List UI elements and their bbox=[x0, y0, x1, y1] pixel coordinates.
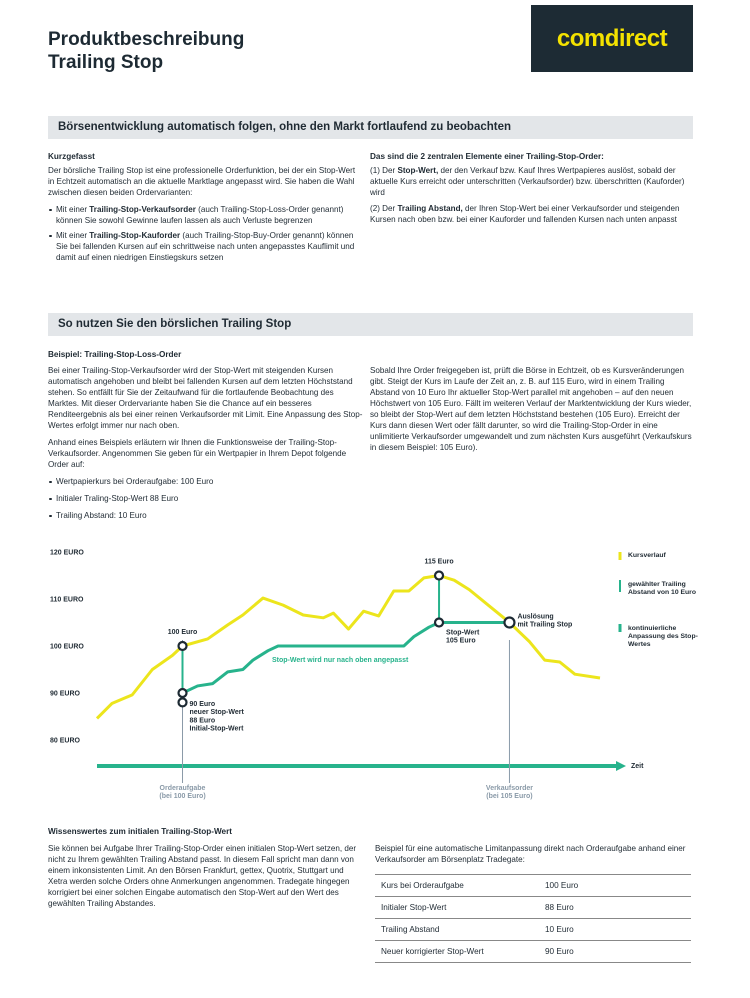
text: Mit einer bbox=[56, 231, 90, 240]
text: der den Verkauf bzw. Kauf Ihres Wertpapi… bbox=[370, 166, 685, 197]
marker bbox=[177, 697, 188, 708]
event-label: (bei 105 Euro) bbox=[486, 793, 532, 800]
text: (auch Trailing-Stop-Loss-Order genannt) … bbox=[56, 205, 344, 225]
y-tick-label: 90 EURO bbox=[50, 691, 81, 698]
annotation: Stop-Wert wird nur nach oben angepasst bbox=[272, 657, 409, 664]
marker bbox=[503, 616, 516, 629]
event-label: Verkaufsorder bbox=[486, 785, 533, 792]
table-cell: Kurs bei Orderaufgabe bbox=[375, 874, 539, 897]
marker-label: 88 Euro bbox=[190, 717, 216, 724]
paragraph: (2) Der Trailing Abstand, der Ihren Stop… bbox=[370, 203, 692, 225]
table-cell: 100 Euro bbox=[539, 874, 691, 897]
text: Wertpapierkurs bei Orderaufgabe: 100 Eur… bbox=[56, 477, 214, 486]
bullet: Initialer Traling-Stop-Wert 88 Euro bbox=[48, 493, 364, 504]
marker-label: neuer Stop-Wert bbox=[190, 709, 245, 716]
paragraph: Sobald Ihre Order freigegeben ist, prüft… bbox=[370, 366, 692, 452]
paragraph: Anhand eines Beispiels erläutern wir Ihn… bbox=[48, 438, 347, 469]
event-label: Orderaufgabe bbox=[160, 785, 206, 792]
text: Trailing-Stop-Kauforder bbox=[89, 231, 181, 240]
marker bbox=[177, 640, 188, 652]
column: Kurzgefasst Der börsliche Trailing Stop … bbox=[48, 151, 363, 263]
marker bbox=[177, 687, 188, 699]
table-cell: 90 Euro bbox=[539, 940, 691, 963]
table-row: Kurs bei Orderaufgabe 100 Euro bbox=[375, 874, 691, 897]
legend-label: kontinuierliche Anpassung des Stop-Werte… bbox=[628, 625, 698, 648]
column: Wissenswertes zum initialen Trailing-Sto… bbox=[48, 826, 364, 909]
title-line: Produktbeschreibung bbox=[48, 29, 245, 50]
text: der Ihren Stop-Wert bei einer Verkaufsor… bbox=[370, 204, 680, 224]
y-tick-label: 100 EURO bbox=[50, 644, 84, 651]
marker-label: 100 Euro bbox=[168, 629, 198, 636]
marker-label: Stop-Wert bbox=[446, 630, 480, 637]
table-cell: 88 Euro bbox=[539, 896, 691, 919]
column: Beispiel für eine automatische Limitanpa… bbox=[375, 843, 693, 963]
subheading: Wissenswertes zum initialen Trailing-Sto… bbox=[48, 827, 233, 836]
marker-label: 90 Euro bbox=[190, 701, 216, 708]
subheading: Das sind die 2 zentralen Elemente einer … bbox=[370, 152, 604, 161]
marker-label: mit Trailing Stop bbox=[517, 622, 572, 629]
marker-label: 115 Euro bbox=[424, 559, 453, 566]
subheading: Kurzgefasst bbox=[48, 152, 95, 161]
section-heading: So nutzen Sie den börslichen Trailing St… bbox=[48, 313, 693, 336]
table-row: Initialer Stop-Wert 88 Euro bbox=[375, 896, 691, 919]
column: Das sind die 2 zentralen Elemente einer … bbox=[370, 151, 692, 225]
text: (1) Der bbox=[370, 166, 398, 175]
column: Beispiel: Trailing-Stop-Loss-Order Bei e… bbox=[48, 349, 364, 521]
marker-label: Initial-Stop-Wert bbox=[190, 725, 245, 732]
text: (2) Der bbox=[370, 204, 398, 213]
marker bbox=[433, 570, 445, 581]
paragraph: Sie können bei Aufgabe Ihrer Trailing-St… bbox=[48, 844, 357, 908]
legend-label: Kursverlauf bbox=[628, 552, 666, 559]
legend-label: gewählter Trailing Abstand von 10 Euro bbox=[628, 581, 696, 596]
table-cell: Trailing Abstand bbox=[375, 918, 539, 941]
table-cell: 10 Euro bbox=[539, 918, 691, 941]
subheading: Beispiel: Trailing-Stop-Loss-Order bbox=[48, 350, 182, 359]
series-line bbox=[181, 621, 510, 695]
paragraph: Bei einer Trailing-Stop-Verkaufsorder wi… bbox=[48, 366, 363, 430]
text: Mit einer bbox=[56, 205, 90, 214]
paragraph: Der börsliche Trailing Stop ist eine pro… bbox=[48, 166, 356, 197]
marker-label: 105 Euro bbox=[446, 638, 476, 645]
text: Trailing-Stop-Verkaufsorder bbox=[89, 205, 196, 214]
text: (auch Trailing-Stop-Buy-Order genannt) k… bbox=[56, 231, 355, 262]
text: Stop-Wert, bbox=[397, 166, 439, 175]
table: Kurs bei Orderaufgabe 100 Euro Initialer S… bbox=[375, 874, 691, 963]
table-row: Neuer korrigierter Stop-Wert 90 Euro bbox=[375, 940, 691, 963]
table-cell: Initialer Stop-Wert bbox=[375, 896, 539, 919]
title: Produktbeschreibung Trailing Stop bbox=[48, 28, 244, 74]
y-tick-label: 120 EURO bbox=[50, 550, 84, 557]
paragraph: (1) Der Stop-Wert, der den Verkauf bzw. … bbox=[370, 165, 692, 198]
event-label: (bei 100 Euro) bbox=[159, 793, 205, 800]
bullet: Mit einer Trailing-Stop-Kauforder (auch … bbox=[48, 230, 363, 263]
y-tick-label: 80 EURO bbox=[50, 738, 81, 745]
text: Trailing Abstand: 10 Euro bbox=[56, 511, 147, 520]
title-line: Trailing Stop bbox=[48, 52, 164, 73]
bullet: Wertpapierkurs bei Orderaufgabe: 100 Eur… bbox=[48, 476, 364, 487]
text: Trailing Abstand, bbox=[397, 204, 463, 213]
y-tick-label: 110 EURO bbox=[50, 597, 84, 604]
table-row: Trailing Abstand 10 Euro bbox=[375, 918, 691, 941]
section-heading: Börsenentwicklung automatisch folgen, oh… bbox=[48, 116, 693, 139]
x-axis-arrow bbox=[616, 761, 626, 771]
marker-label: Auslösung bbox=[517, 614, 553, 621]
marker bbox=[433, 617, 445, 628]
logo: comdirect bbox=[531, 5, 693, 72]
bullet: Mit einer Trailing-Stop-Verkaufsorder (a… bbox=[48, 204, 363, 226]
table-cell: Neuer korrigierter Stop-Wert bbox=[375, 940, 539, 963]
x-axis-label: Zeit bbox=[631, 763, 644, 770]
paragraph: Beispiel für eine automatische Limitanpa… bbox=[375, 844, 686, 864]
bullet: Trailing Abstand: 10 Euro bbox=[48, 510, 364, 521]
text: Initialer Traling-Stop-Wert 88 Euro bbox=[56, 494, 179, 503]
